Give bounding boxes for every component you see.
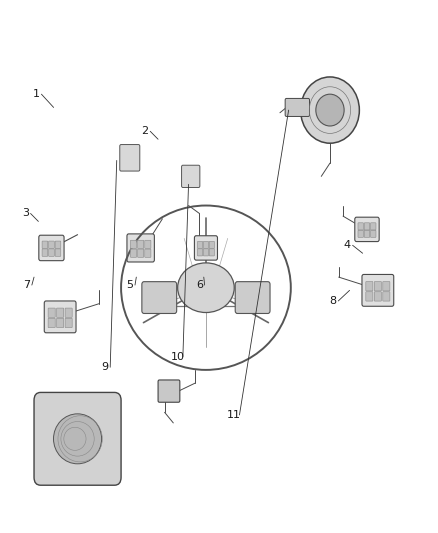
FancyBboxPatch shape [57,318,64,328]
FancyBboxPatch shape [198,249,203,256]
Text: 4: 4 [344,240,351,251]
Text: 10: 10 [171,352,185,361]
FancyBboxPatch shape [358,230,364,237]
FancyBboxPatch shape [364,223,370,230]
FancyBboxPatch shape [131,249,137,257]
FancyBboxPatch shape [203,249,208,256]
FancyBboxPatch shape [203,241,208,248]
FancyBboxPatch shape [371,230,376,237]
Text: 5: 5 [126,280,133,290]
FancyBboxPatch shape [364,230,370,237]
FancyBboxPatch shape [131,240,137,248]
Ellipse shape [53,414,102,464]
Ellipse shape [178,263,234,312]
FancyBboxPatch shape [285,99,310,116]
FancyBboxPatch shape [209,241,215,248]
FancyBboxPatch shape [138,249,144,257]
FancyBboxPatch shape [44,301,76,333]
FancyBboxPatch shape [198,241,203,248]
Text: 9: 9 [102,362,109,372]
FancyBboxPatch shape [142,281,177,313]
Text: 8: 8 [329,296,336,306]
FancyBboxPatch shape [138,240,144,248]
Text: 11: 11 [227,410,241,420]
FancyBboxPatch shape [358,223,364,230]
Text: 3: 3 [22,208,29,219]
FancyBboxPatch shape [383,281,390,291]
FancyBboxPatch shape [355,217,379,241]
FancyBboxPatch shape [235,281,270,313]
FancyBboxPatch shape [49,241,54,248]
Text: 1: 1 [33,89,40,99]
FancyBboxPatch shape [48,308,55,317]
Text: 2: 2 [141,126,148,136]
FancyBboxPatch shape [209,249,215,256]
FancyBboxPatch shape [383,292,390,301]
FancyBboxPatch shape [39,235,64,261]
FancyBboxPatch shape [194,236,218,260]
FancyBboxPatch shape [55,241,61,248]
FancyBboxPatch shape [362,274,394,306]
FancyBboxPatch shape [182,165,200,188]
FancyBboxPatch shape [145,240,151,248]
FancyBboxPatch shape [34,392,121,485]
FancyBboxPatch shape [366,292,373,301]
Ellipse shape [316,94,344,126]
Text: 7: 7 [23,280,30,290]
FancyBboxPatch shape [374,281,381,291]
FancyBboxPatch shape [65,318,72,328]
FancyBboxPatch shape [55,249,61,256]
FancyBboxPatch shape [158,380,180,402]
FancyBboxPatch shape [120,144,140,171]
FancyBboxPatch shape [374,292,381,301]
FancyBboxPatch shape [42,249,48,256]
FancyBboxPatch shape [65,308,72,317]
FancyBboxPatch shape [42,241,48,248]
Ellipse shape [300,77,359,143]
FancyBboxPatch shape [57,308,64,317]
FancyBboxPatch shape [145,249,151,257]
Text: 6: 6 [196,280,203,290]
FancyBboxPatch shape [49,249,54,256]
FancyBboxPatch shape [48,318,55,328]
FancyBboxPatch shape [366,281,373,291]
FancyBboxPatch shape [371,223,376,230]
FancyBboxPatch shape [127,234,154,262]
